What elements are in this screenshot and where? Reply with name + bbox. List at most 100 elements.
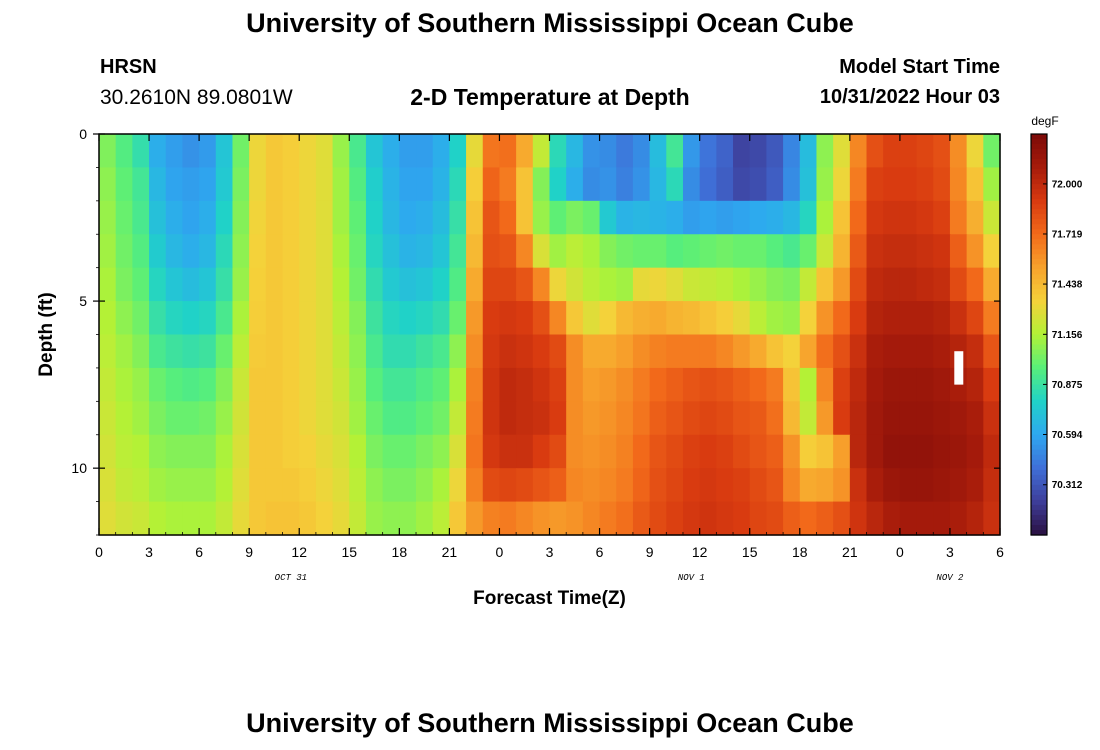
heatmap-cell [466, 434, 484, 469]
heatmap-cell [716, 468, 734, 503]
heatmap-cell [816, 267, 834, 302]
heatmap-cell [165, 501, 184, 536]
heatmap-cell [549, 134, 567, 169]
heatmap-cell [966, 267, 984, 302]
heatmap-cell [282, 367, 300, 402]
colorbar-tick-label: 72.000 [1052, 179, 1083, 190]
colorbar-segment [1031, 384, 1047, 391]
heatmap-cell [899, 301, 918, 336]
heatmap-cell [165, 301, 184, 336]
colorbar-segment [1031, 304, 1047, 311]
heatmap-cell [783, 334, 801, 369]
heatmap-cell [566, 234, 584, 269]
heatmap-cell [449, 367, 467, 402]
heatmap-cell [516, 334, 534, 369]
heatmap-cell [249, 501, 267, 536]
heatmap-cell [115, 301, 133, 336]
colorbar-segment [1031, 494, 1047, 501]
heatmap-cell [716, 267, 734, 302]
colorbar-segment [1031, 444, 1047, 451]
colorbar-segment [1031, 414, 1047, 421]
heatmap-cell [649, 234, 667, 269]
heatmap-cell [199, 367, 217, 402]
heatmap-cell [282, 267, 300, 302]
heatmap-cell [432, 200, 450, 235]
heatmap-cell [949, 134, 968, 169]
heatmap-cell [933, 401, 951, 436]
heatmap-cell [332, 200, 350, 235]
heatmap-cell [516, 468, 534, 503]
colorbar-segment [1031, 359, 1047, 366]
x-tick-label: 15 [341, 544, 357, 560]
heatmap-cell [432, 501, 450, 536]
heatmap-cell [432, 367, 450, 402]
heatmap-cell [499, 267, 517, 302]
y-tick-label: 5 [79, 293, 87, 309]
heatmap-cell [382, 434, 400, 469]
heatmap-cell [449, 301, 467, 336]
heatmap-cell [599, 468, 617, 503]
heatmap-cell [265, 301, 284, 336]
heatmap-cell [232, 200, 250, 235]
colorbar-tick-label: 71.719 [1052, 229, 1083, 240]
heatmap-cell [282, 234, 300, 269]
heatmap-cell [549, 267, 567, 302]
heatmap-cell [232, 501, 250, 536]
heatmap-cell [332, 501, 350, 536]
heatmap-cell [833, 401, 851, 436]
colorbar-tick-label: 71.156 [1052, 330, 1083, 341]
location-marker [954, 351, 964, 385]
heatmap-cell [616, 301, 634, 336]
heatmap-cell [99, 200, 117, 235]
heatmap-cell [365, 367, 384, 402]
heatmap-cell [165, 134, 184, 169]
heatmap-cell [115, 134, 133, 169]
colorbar-segment [1031, 364, 1047, 371]
heatmap-cell [866, 434, 884, 469]
x-tick-label: 6 [996, 544, 1004, 560]
heatmap-cell [482, 301, 501, 336]
heatmap-cell [899, 234, 918, 269]
heatmap-cell [399, 134, 417, 169]
heatmap-cell [516, 267, 534, 302]
heatmap-cell [766, 234, 784, 269]
heatmap-cell [532, 267, 551, 302]
heatmap-cell [199, 134, 217, 169]
heatmap-cell [466, 134, 484, 169]
heatmap-cell [449, 234, 467, 269]
heatmap-cell [499, 167, 517, 202]
heatmap-cell [349, 267, 367, 302]
heatmap-cell [132, 334, 150, 369]
colorbar-segment [1031, 344, 1047, 351]
heatmap-cell [799, 367, 818, 402]
heatmap-cell [783, 134, 801, 169]
colorbar-segment [1031, 474, 1047, 481]
colorbar-segment [1031, 189, 1047, 195]
heatmap-cell [699, 200, 717, 235]
heatmap-cell [849, 301, 868, 336]
heatmap-cell [682, 234, 701, 269]
heatmap-cell [833, 134, 851, 169]
colorbar-segment [1031, 234, 1047, 240]
colorbar-segment [1031, 379, 1047, 386]
heatmap-cell [315, 468, 334, 503]
colorbar-segment [1031, 294, 1047, 301]
heatmap-cell [132, 234, 150, 269]
heatmap-cell [983, 334, 1001, 369]
heatmap-cell [132, 200, 150, 235]
heatmap-cell [983, 301, 1001, 336]
heatmap-cell [315, 501, 334, 536]
colorbar-segment [1031, 259, 1047, 265]
heatmap-cell [332, 167, 350, 202]
heatmap-cell [783, 167, 801, 202]
heatmap-cell [599, 134, 617, 169]
colorbar-segment [1031, 274, 1047, 280]
heatmap-cell [816, 501, 834, 536]
heatmap-cell [299, 301, 317, 336]
heatmap-cell [566, 334, 584, 369]
heatmap-cell [899, 434, 918, 469]
heatmap-cell [482, 401, 501, 436]
heatmap-cell [499, 301, 517, 336]
heatmap-cell [449, 334, 467, 369]
heatmap-cell [149, 267, 167, 302]
